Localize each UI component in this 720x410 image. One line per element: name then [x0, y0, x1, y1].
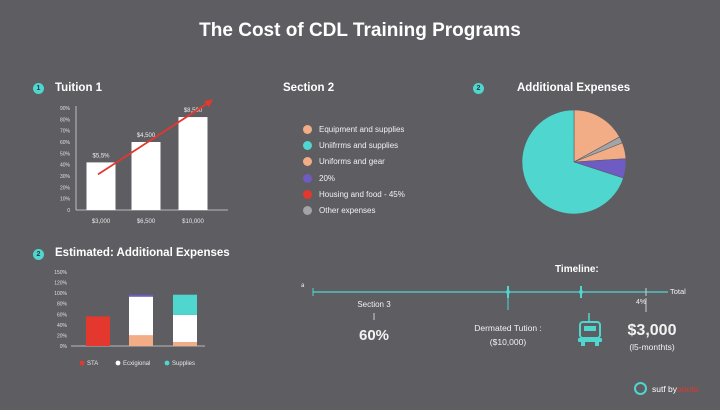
- x-tick-label: $3,000: [92, 219, 111, 225]
- legend-color-dot: [303, 124, 312, 134]
- stacked-bar-segment: [173, 314, 197, 343]
- y-tick-label: 120%: [54, 281, 67, 287]
- trend-arrowhead: [204, 99, 213, 108]
- legend-item: Other expenses: [303, 202, 405, 218]
- legend-item: Housing and food - 45%: [303, 186, 405, 202]
- legend-label: Equipment and supplies: [319, 124, 405, 134]
- section-number-badge: 2: [33, 249, 44, 260]
- legend-color-dot: [303, 189, 312, 199]
- additional-expenses-heading: Additional Expenses: [517, 82, 631, 94]
- bar-data-label: $8,500: [184, 108, 203, 114]
- bar-data-label: $5,5%: [92, 153, 110, 159]
- y-tick-label: 20%: [57, 333, 68, 339]
- x-tick-label: $10,000: [182, 219, 204, 225]
- pie-slice: [573, 109, 620, 163]
- legend-color-dot: [164, 360, 170, 366]
- timeline-end-label: Total: [670, 287, 686, 296]
- trend-line: [97, 102, 209, 176]
- legend-item: Uniforms and gear: [303, 154, 405, 170]
- legend-label: Uniforms and gear: [319, 157, 385, 167]
- timeline-heading: Timeline:: [555, 264, 599, 275]
- y-tick-label: 80%: [60, 117, 71, 123]
- legend-label: STA: [87, 361, 98, 367]
- cost-duration: (l5-monthts): [629, 342, 675, 352]
- bar: [178, 117, 208, 210]
- legend-color-dot: [303, 157, 312, 167]
- legend-item: 20%: [303, 170, 405, 186]
- stacked-bar-segment: [86, 316, 110, 346]
- brand-text: sutf by: [652, 383, 678, 394]
- brand-logo-icon: [634, 382, 647, 395]
- dermated-tuition-label: Dermated Tution :: [474, 323, 542, 333]
- y-tick-label: 0: [67, 208, 70, 214]
- timeline-marker: [506, 290, 510, 294]
- legend-color-dot: [303, 206, 312, 216]
- dermated-tuition-amount: ($10,000): [489, 337, 527, 347]
- y-tick-label: 20%: [60, 185, 71, 191]
- legend-label: 20%: [319, 173, 336, 183]
- legend-label: Housing and food - 45%: [319, 189, 405, 199]
- legend-color-dot: [115, 360, 121, 366]
- y-tick-label: 30%: [60, 174, 71, 180]
- y-tick-label: 70%: [60, 129, 71, 135]
- stacked-bar-segment: [173, 342, 197, 346]
- legend-item: Equipment and supplies: [303, 121, 405, 137]
- brand-logo: sutf by oooto: [634, 382, 698, 395]
- pie-slice: [521, 109, 624, 215]
- brand-accent-text: oooto: [677, 383, 699, 394]
- stacked-bar-segment: [129, 335, 153, 346]
- y-tick-label: 90%: [60, 106, 71, 112]
- stacked-bar-segment: [173, 294, 197, 315]
- x-tick-label: $6,500: [137, 219, 156, 225]
- y-tick-label: 150%: [54, 270, 67, 276]
- y-tick-label: 100%: [54, 291, 67, 297]
- section-number-badge: 2: [473, 83, 484, 94]
- legend-color-dot: [303, 140, 312, 150]
- legend-label: Other expenses: [319, 206, 376, 216]
- section3-label: Section 3: [357, 300, 391, 309]
- cost-amount: $3,000: [627, 322, 677, 339]
- y-tick-label: 40%: [60, 163, 71, 169]
- legend-item: Uniifrrms and supplies: [303, 137, 405, 153]
- y-tick-label: 80%: [57, 302, 68, 308]
- y-tick-label: 60%: [57, 312, 68, 318]
- legend-color-dot: [79, 360, 85, 366]
- expense-legend: Equipment and supplies Uniifrrms and supp…: [303, 121, 405, 219]
- timeline-tick-label: 4%: [636, 299, 647, 306]
- legend-color-dot: [303, 173, 312, 183]
- timeline-marker: [579, 290, 583, 294]
- legend-label: Ecxigional: [123, 361, 150, 367]
- tuition-heading: Tuition 1: [55, 82, 103, 94]
- section-number-badge: 1: [33, 83, 44, 94]
- y-tick-label: 50%: [60, 151, 71, 157]
- section2-heading: Section 2: [283, 82, 335, 94]
- bar-data-label: $4,500: [137, 133, 156, 139]
- page-title: The Cost of CDL Training Programs: [199, 20, 521, 41]
- bar: [86, 162, 116, 210]
- truck-icon: [578, 313, 602, 346]
- y-tick-label: 10%: [60, 197, 71, 203]
- timeline-start-label: a: [301, 283, 305, 289]
- legend-label: Supplies: [172, 361, 195, 367]
- y-tick-label: 60%: [60, 140, 71, 146]
- percent-value: 60%: [358, 327, 390, 344]
- y-tick-label: 40%: [57, 323, 68, 329]
- bar: [131, 142, 161, 210]
- estimated-heading: Estimated: Additional Expenses: [55, 247, 230, 259]
- legend-label: Uniifrrms and supplies: [319, 140, 399, 150]
- stacked-bar-segment: [129, 294, 153, 297]
- y-tick-label: 0%: [60, 344, 68, 350]
